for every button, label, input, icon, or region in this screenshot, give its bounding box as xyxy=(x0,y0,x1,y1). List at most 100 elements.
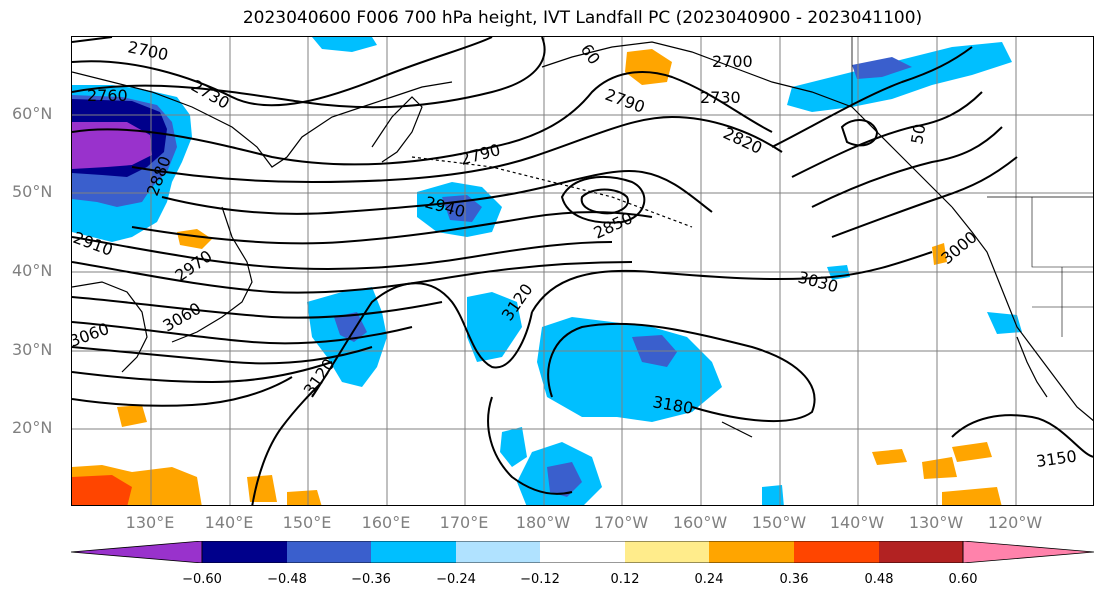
contour-2970 xyxy=(72,296,443,319)
colorbar-tick-3: −0.36 xyxy=(351,572,391,587)
ivt-pos-east xyxy=(932,243,947,265)
lon-label-170e: 170°E xyxy=(439,513,489,532)
contour-label-2970: 2970 xyxy=(171,246,215,285)
contour-label-2700-nw: 2700 xyxy=(126,37,170,64)
colorbar xyxy=(71,541,1094,563)
contour-2790 xyxy=(72,71,773,166)
contour-label-3060-a: 3060 xyxy=(160,299,205,336)
contour-southwest-3120 xyxy=(251,381,323,505)
colorbar-bin-7 xyxy=(709,541,794,563)
contour-2940 xyxy=(72,261,633,294)
contour-2700-west xyxy=(72,37,113,43)
lat-label-50n: 50°N xyxy=(12,182,53,201)
ivt-negative-shading xyxy=(72,37,1022,505)
colorbar-tick-10: 0.60 xyxy=(948,572,978,587)
contour-label-2790-n: 2790 xyxy=(603,85,648,117)
colorbar-tick-4: −0.24 xyxy=(436,572,476,587)
colorbar-bin-1 xyxy=(202,541,287,563)
contour-label-2820: 2820 xyxy=(720,123,765,157)
colorbar-extend-low xyxy=(71,541,203,563)
coast-korea-china xyxy=(72,281,148,373)
colorbar-bin-3 xyxy=(371,541,456,563)
coast-hawaii xyxy=(721,421,753,438)
colorbar-tick-5: −0.12 xyxy=(520,572,560,587)
contour-east-2 xyxy=(791,91,983,178)
contour-2910 xyxy=(72,236,613,270)
contour-label-2730-w: 2730 xyxy=(188,76,233,113)
contour-2820 xyxy=(131,115,783,184)
ivt-region-south-core xyxy=(547,462,582,497)
colorbar-bin-4 xyxy=(456,541,540,563)
coast-kamchatka xyxy=(371,96,423,163)
ivt-region-east-coast xyxy=(987,312,1022,334)
contour-2730 xyxy=(72,37,493,107)
contour-3000 xyxy=(72,321,413,345)
colorbar-tick-8: 0.36 xyxy=(779,572,809,587)
ivt-region-north-top xyxy=(312,37,377,52)
border-states xyxy=(1031,197,1093,337)
contour-label-3060-b: 3060 xyxy=(72,319,112,351)
ivt-region-northwest-peak xyxy=(72,122,152,169)
contour-3120-west xyxy=(311,282,533,398)
ivt-region-dateline xyxy=(467,292,522,362)
lon-label-140e: 140°E xyxy=(204,513,254,532)
ivt-pos-west xyxy=(177,229,212,249)
colorbar-bin-9 xyxy=(879,541,963,563)
contour-label-50: 50 xyxy=(907,122,929,145)
ivt-region-subtropical xyxy=(537,317,722,422)
lon-label-140w: 140°W xyxy=(829,513,885,532)
colorbar-extend-high xyxy=(962,541,1094,563)
colorbar-bin-8 xyxy=(794,541,879,563)
coast-asia-north xyxy=(72,71,453,168)
contour-3150 xyxy=(951,414,1093,458)
ivt-pos-north xyxy=(625,49,672,85)
ivt-region-northeast-core xyxy=(852,57,912,79)
colorbar-bin-6 xyxy=(625,541,709,563)
colorbar-tick-7: 0.24 xyxy=(694,572,724,587)
contour-east-1 xyxy=(771,46,973,148)
ivt-pos-southeast-2 xyxy=(922,457,957,479)
contour-south-ring xyxy=(487,396,573,495)
contour-east-4 xyxy=(831,156,1018,238)
lon-label-180w: 180°W xyxy=(515,513,571,532)
contour-closed-low xyxy=(560,176,646,224)
ivt-pos-southwest-core xyxy=(72,475,132,505)
contour-label-2700-n: 2700 xyxy=(712,52,753,71)
colorbar-outline xyxy=(201,541,964,563)
ivt-region-west-pacific-core xyxy=(334,312,367,342)
ivt-pos-southeast-1 xyxy=(872,449,907,465)
map-title: 2023040600 F006 700 hPa height, IVT Land… xyxy=(242,8,923,28)
contour-label-3150: 3150 xyxy=(1035,446,1078,470)
contour-2850 xyxy=(161,170,713,215)
lon-label-150e: 150°E xyxy=(282,513,332,532)
contour-alaska-high xyxy=(840,119,879,147)
map-canvas: 2700 2760 2730 2880 2790 2940 2850 2820 … xyxy=(72,37,1093,505)
ivt-pos-south-1 xyxy=(247,475,277,502)
ivt-pos-south-2 xyxy=(287,490,322,505)
contour-3120-central xyxy=(531,251,933,313)
lon-label-130e: 130°E xyxy=(125,513,175,532)
contour-label-2760: 2760 xyxy=(87,86,128,105)
ivt-pos-southwest-1 xyxy=(117,405,147,427)
lon-label-170w: 170°W xyxy=(593,513,649,532)
lon-label-160w: 160°W xyxy=(672,513,728,532)
coast-baja xyxy=(1016,336,1048,398)
contour-inner-low xyxy=(580,188,629,215)
contour-3090 xyxy=(72,376,293,407)
lon-label-160e: 160°E xyxy=(361,513,411,532)
ivt-pos-southeast-4 xyxy=(942,487,1002,505)
lat-label-40n: 40°N xyxy=(12,261,53,280)
contour-3180 xyxy=(547,322,816,423)
contour-label-3000: 3000 xyxy=(937,227,980,268)
colorbar-tick-1: −0.60 xyxy=(182,572,222,587)
lon-label-120w: 120°W xyxy=(987,513,1043,532)
colorbar-tick-2: −0.48 xyxy=(267,572,307,587)
contour-2760 xyxy=(72,37,546,109)
contour-label-2730-n: 2730 xyxy=(700,88,741,107)
coast-alaska xyxy=(541,41,953,208)
colorbar-bin-5 xyxy=(540,541,625,563)
contour-label-60: 60 xyxy=(577,40,604,68)
ivt-region-south-dateline xyxy=(500,427,527,467)
colorbar-bin-2 xyxy=(287,541,371,563)
ivt-region-south-central xyxy=(762,485,784,505)
